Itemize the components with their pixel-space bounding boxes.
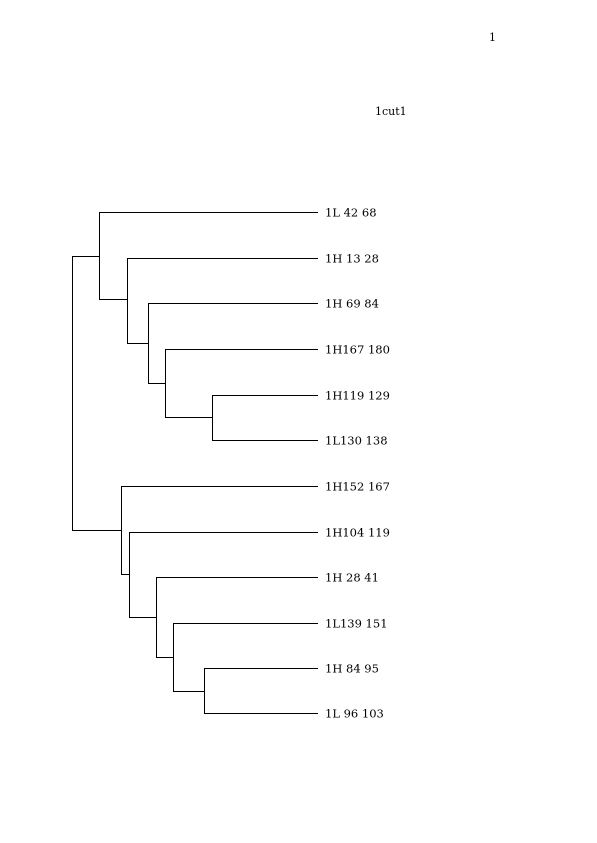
dendrogram-branches: [72, 212, 318, 714]
leaf-label: 1H 84 95: [325, 662, 379, 676]
leaf-label: 1L 42 68: [325, 206, 377, 220]
dendrogram-leaf-labels: 1L 42 68 1H 13 28 1H 69 84 1H167 180 1H1…: [325, 206, 390, 721]
page-number: 1: [489, 31, 496, 44]
leaf-label: 1H152 167: [325, 480, 390, 494]
leaf-label: 1L130 138: [325, 434, 388, 448]
leaf-label: 1H 69 84: [325, 297, 379, 311]
leaf-label: 1H167 180: [325, 343, 390, 357]
leaf-label: 1H 13 28: [325, 252, 379, 266]
leaf-label: 1L139 151: [325, 617, 388, 631]
leaf-label: 1L 96 103: [325, 707, 384, 721]
leaf-label: 1H104 119: [325, 526, 390, 540]
leaf-label: 1H 28 41: [325, 571, 379, 585]
leaf-label: 1H119 129: [325, 389, 390, 403]
diagram-title: 1cut1: [375, 105, 407, 118]
